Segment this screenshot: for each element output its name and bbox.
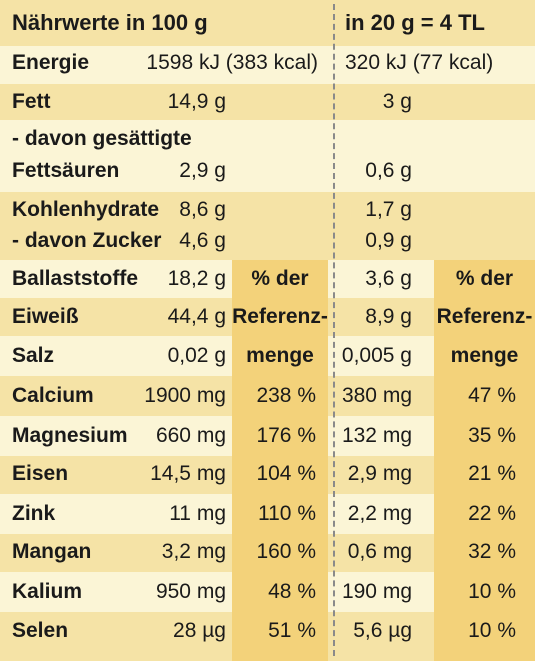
band-kohlenhydrate (0, 192, 535, 260)
row-value20-magnesium: 132 mg (341, 424, 412, 447)
row-value20-eiweiss: 8,9 g (365, 305, 412, 328)
row-value100-eisen: 14,5 mg (150, 462, 226, 485)
row-ref100-mangan: 160 % (256, 540, 316, 563)
row-ref100-eisen: 104 % (256, 462, 316, 485)
band-energy (0, 46, 535, 84)
row-ref20-kalium: 10 % (468, 580, 516, 603)
row-value20-kalium: 190 mg (341, 580, 412, 603)
row-label-eisen: Eisen (12, 462, 69, 485)
row-ref20-calcium: 47 % (468, 384, 516, 407)
row-value20-eisen: 2,9 mg (347, 462, 412, 485)
row-value20-ballaststoffe: 3,6 g (365, 267, 412, 290)
row-value100-salz: 0,02 g (167, 344, 226, 367)
ref-header-100-line1: % der (251, 267, 309, 290)
row-value100-zink: 11 mg (169, 502, 226, 525)
row-value100-mangan: 3,2 mg (161, 540, 226, 563)
row-value100-kohlenhydrate: 8,6 g (179, 198, 226, 221)
row-value20-fettsaeuren: 0,6 g (365, 159, 412, 182)
row-label-ballaststoffe: Ballaststoffe (12, 267, 139, 290)
ref-header-20-line3: menge (450, 344, 519, 367)
row-label-kalium: Kalium (12, 580, 83, 603)
ref-header-100-line3: menge (246, 344, 314, 367)
row-ref20-selen: 10 % (468, 619, 516, 642)
row-value20-zink: 2,2 mg (347, 502, 412, 525)
header-left: Nährwerte in 100 g (12, 10, 208, 35)
row-ref100-magnesium: 176 % (256, 424, 316, 447)
row-value100-selen: 28 µg (173, 619, 226, 642)
column-divider (333, 4, 335, 656)
row-ref100-calcium: 238 % (256, 384, 316, 407)
row-value100-ballaststoffe: 18,2 g (167, 267, 226, 290)
energy-label: Energie (12, 51, 90, 74)
header-right: in 20 g = 4 TL (345, 10, 485, 35)
row-value20-salz: 0,005 g (341, 344, 412, 367)
row-label-selen: Selen (12, 619, 69, 642)
ref-column-100 (232, 260, 328, 661)
ref-header-20-line1: % der (455, 267, 514, 290)
row-value100-calcium: 1900 mg (144, 384, 226, 407)
row-label-magnesium: Magnesium (12, 424, 128, 447)
row-value20-calcium: 380 mg (341, 384, 412, 407)
row-value20-mangan: 0,6 mg (347, 540, 412, 563)
row-value20-kohlenhydrate: 1,7 g (365, 198, 412, 221)
energy-value-20: 320 kJ (77 kcal) (345, 51, 494, 74)
row-label-fett: Fett (12, 90, 51, 113)
row-ref100-selen: 51 % (268, 619, 316, 642)
row-label-gesaettigt: - davon gesättigte (12, 127, 192, 150)
row-label-zucker: - davon Zucker (12, 229, 162, 252)
row-ref20-zink: 22 % (468, 502, 516, 525)
band-header (0, 0, 535, 46)
row-label-kohlenhydrate: Kohlenhydrate (12, 198, 160, 221)
row-value20-zucker: 0,9 g (365, 229, 412, 252)
row-label-salz: Salz (12, 344, 55, 367)
row-label-calcium: Calcium (12, 384, 94, 407)
row-ref20-mangan: 32 % (468, 540, 516, 563)
row-ref100-zink: 110 % (258, 502, 316, 525)
row-value100-fett: 14,9 g (167, 90, 226, 113)
row-label-zink: Zink (12, 502, 56, 525)
band-fett (0, 84, 535, 120)
row-ref100-kalium: 48 % (268, 580, 316, 603)
row-value20-selen: 5,6 µg (353, 619, 412, 642)
ref-header-100-line2: Referenz- (232, 305, 328, 328)
row-value100-magnesium: 660 mg (155, 424, 226, 447)
row-label-fettsaeuren: Fettsäuren (12, 159, 120, 182)
ref-column-20 (434, 260, 535, 661)
row-ref20-magnesium: 35 % (468, 424, 516, 447)
band-gesaettigt (0, 120, 535, 192)
row-ref20-eisen: 21 % (468, 462, 516, 485)
row-value100-eiweiss: 44,4 g (167, 305, 226, 328)
row-label-eiweiss: Eiweiß (12, 305, 79, 328)
row-label-mangan: Mangan (12, 540, 92, 563)
row-value100-zucker: 4,6 g (179, 229, 226, 252)
energy-value-100: 1598 kJ (383 kcal) (146, 51, 318, 74)
row-value20-fett: 3 g (382, 90, 412, 113)
ref-header-20-line2: Referenz- (436, 305, 533, 328)
row-value100-kalium: 950 mg (155, 580, 226, 603)
row-value100-fettsaeuren: 2,9 g (179, 159, 226, 182)
